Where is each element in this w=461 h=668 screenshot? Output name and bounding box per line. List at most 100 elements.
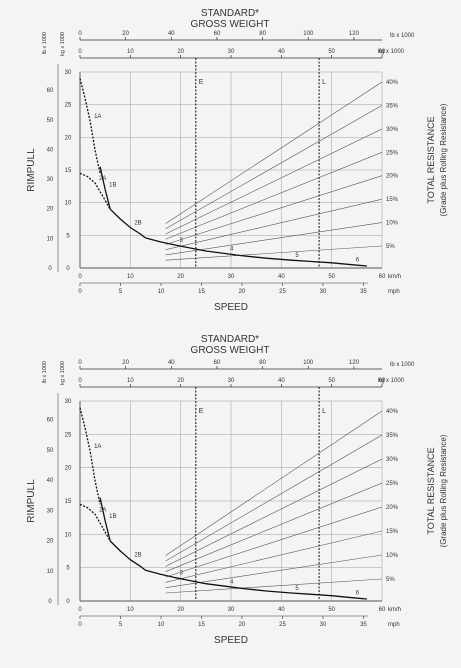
resistance-line bbox=[165, 245, 383, 261]
rimpull-kg-tick-label: 20 bbox=[65, 466, 72, 472]
resistance-tick-label: 20% bbox=[386, 505, 399, 511]
series-label: 4 bbox=[230, 579, 234, 585]
left-lb-units: lb x 1000 bbox=[42, 32, 48, 54]
top-lb-tick-label: 120 bbox=[349, 360, 360, 366]
left-kg-units: kg x 1000 bbox=[60, 361, 66, 385]
kmh-tick-label: 10 bbox=[127, 274, 134, 280]
mph-tick-label: 15 bbox=[198, 289, 205, 295]
right-label-total: TOTAL RESISTANCE bbox=[426, 116, 436, 203]
resistance-tick-label: 30% bbox=[386, 127, 399, 133]
chart-title: STANDARD* bbox=[201, 334, 259, 345]
kmh-tick-label: 40 bbox=[278, 607, 285, 613]
rimpull-kg-tick-label: 5 bbox=[66, 233, 70, 239]
series-label: 1B bbox=[109, 183, 116, 189]
resistance-line bbox=[165, 578, 383, 594]
top-lb-tick-label: 100 bbox=[303, 31, 314, 37]
top-lb-tick-label: 40 bbox=[168, 31, 175, 37]
top-kg-tick-label: 30 bbox=[228, 49, 235, 55]
top-lb-tick-label: 0 bbox=[78, 31, 82, 37]
rimpull-curve-3 bbox=[145, 237, 186, 248]
chart-subtitle: GROSS WEIGHT bbox=[191, 345, 270, 356]
top-kg-tick-label: 10 bbox=[127, 378, 134, 384]
mph-tick-label: 15 bbox=[198, 622, 205, 628]
top-kg-tick-label: 50 bbox=[328, 378, 335, 384]
resistance-tick-label: 40% bbox=[386, 80, 399, 86]
top-kg-tick-label: 0 bbox=[78, 49, 82, 55]
rimpull-lb-tick-label: 20 bbox=[47, 539, 54, 545]
kmh-units: km/h bbox=[388, 607, 401, 613]
resistance-line bbox=[165, 198, 383, 250]
resistance-line bbox=[165, 482, 383, 572]
top-kg-tick-label: 60 bbox=[379, 378, 386, 384]
rimpull-kg-tick-label: 10 bbox=[65, 201, 72, 207]
rimpull-lb-tick-label: 20 bbox=[47, 207, 54, 213]
top-lb-units: lb x 1000 bbox=[390, 362, 415, 368]
resistance-line bbox=[165, 81, 383, 224]
left-kg-units: kg x 1000 bbox=[60, 32, 66, 56]
rimpull-kg-tick-label: 10 bbox=[65, 532, 72, 538]
top-lb-tick-label: 60 bbox=[214, 31, 221, 37]
resistance-tick-label: 30% bbox=[386, 457, 399, 463]
resistance-tick-label: 20% bbox=[386, 174, 399, 180]
top-kg-tick-label: 40 bbox=[278, 49, 285, 55]
top-lb-tick-label: 20 bbox=[122, 360, 129, 366]
rimpull-curve-6 bbox=[311, 593, 367, 600]
y-axis-label: RIMPULL bbox=[26, 479, 37, 523]
rimpull-curve-6 bbox=[311, 260, 367, 267]
rimpull-curve-2B bbox=[109, 540, 146, 571]
kmh-tick-label: 40 bbox=[278, 274, 285, 280]
mph-tick-label: 10 bbox=[158, 289, 165, 295]
mph-tick-label: 0 bbox=[78, 622, 82, 628]
rimpull-kg-tick-label: 25 bbox=[65, 103, 72, 109]
resistance-tick-label: 10% bbox=[386, 553, 399, 559]
chart-subtitle: GROSS WEIGHT bbox=[191, 19, 270, 30]
rimpull-kg-tick-label: 20 bbox=[65, 135, 72, 141]
mph-tick-label: 20 bbox=[239, 289, 246, 295]
series-label: 5 bbox=[295, 253, 299, 259]
kmh-tick-label: 0 bbox=[78, 607, 82, 613]
rimpull-lb-tick-label: 10 bbox=[47, 236, 54, 242]
rimpull-kg-tick-label: 15 bbox=[65, 168, 72, 174]
mph-tick-label: 5 bbox=[119, 622, 123, 628]
resistance-tick-label: 25% bbox=[386, 481, 399, 487]
mph-tick-label: 35 bbox=[360, 622, 367, 628]
top-lb-tick-label: 60 bbox=[214, 360, 221, 366]
chart-title: STANDARD* bbox=[201, 8, 259, 19]
rimpull-curve-2A bbox=[79, 172, 111, 210]
weight-marker-label: E bbox=[199, 408, 204, 415]
resistance-line bbox=[165, 128, 383, 235]
resistance-line bbox=[165, 410, 383, 556]
mph-tick-label: 20 bbox=[239, 622, 246, 628]
top-kg-tick-label: 30 bbox=[228, 378, 235, 384]
weight-marker-label: L bbox=[322, 408, 326, 415]
top-kg-tick-label: 60 bbox=[379, 49, 386, 55]
series-label: 6 bbox=[356, 258, 360, 264]
kmh-tick-label: 30 bbox=[228, 607, 235, 613]
rimpull-curve-5 bbox=[241, 254, 312, 263]
top-lb-tick-label: 80 bbox=[259, 360, 266, 366]
kmh-tick-label: 10 bbox=[127, 607, 134, 613]
mph-tick-label: 5 bbox=[119, 289, 123, 295]
resistance-line bbox=[165, 458, 383, 567]
x-axis-label: SPEED bbox=[214, 302, 248, 313]
kmh-tick-label: 30 bbox=[228, 274, 235, 280]
top-lb-tick-label: 120 bbox=[349, 31, 360, 37]
resistance-tick-label: 5% bbox=[386, 577, 395, 583]
top-kg-units: kg x 1000 bbox=[378, 378, 405, 384]
rimpull-lb-tick-label: 30 bbox=[47, 508, 54, 514]
mph-tick-label: 35 bbox=[360, 289, 367, 295]
resistance-tick-label: 35% bbox=[386, 433, 399, 439]
resistance-tick-label: 10% bbox=[386, 221, 399, 227]
rimpull-curve-3 bbox=[145, 569, 186, 581]
mph-tick-label: 10 bbox=[158, 622, 165, 628]
mph-units: mph bbox=[388, 622, 400, 628]
rimpull-curve-1A bbox=[79, 78, 101, 174]
kmh-tick-label: 20 bbox=[177, 607, 184, 613]
series-label: 3 bbox=[180, 238, 184, 244]
top-kg-tick-label: 10 bbox=[127, 49, 134, 55]
rimpull-curve-2B bbox=[109, 208, 146, 239]
rimpull-kg-tick-label: 0 bbox=[66, 599, 70, 605]
rimpull-lb-tick-label: 0 bbox=[48, 266, 52, 272]
